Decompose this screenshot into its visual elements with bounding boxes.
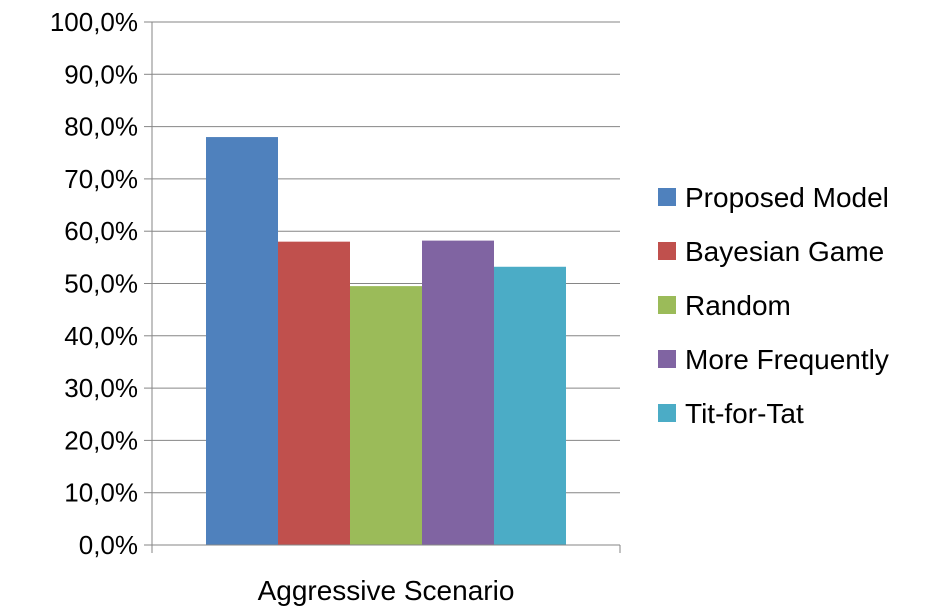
y-tick-label: 70,0% (64, 164, 138, 194)
bar-proposed-model (206, 137, 278, 545)
y-tick-label: 10,0% (64, 478, 138, 508)
y-tick-label: 90,0% (64, 59, 138, 89)
legend-label: Proposed Model (685, 182, 889, 213)
y-tick-label: 50,0% (64, 269, 138, 299)
y-tick-label: 60,0% (64, 216, 138, 246)
bar-random (350, 286, 422, 545)
bars (206, 137, 566, 545)
legend-swatch (658, 188, 676, 206)
y-tick-label: 40,0% (64, 321, 138, 351)
y-tick-label: 30,0% (64, 373, 138, 403)
y-tick-label: 80,0% (64, 112, 138, 142)
legend-label: Tit-for-Tat (685, 398, 804, 429)
legend-label: Random (685, 290, 791, 321)
legend-swatch (658, 296, 676, 314)
bar-more-frequently (422, 240, 494, 545)
category-label: Aggressive Scenario (258, 575, 515, 606)
y-axis: 0,0% 10,0% 20,0% 30,0% 40,0% 50,0% 60,0% 70,0% 8… (50, 7, 153, 560)
y-tick-label: 20,0% (64, 425, 138, 455)
legend-swatch (658, 350, 676, 368)
legend-label: Bayesian Game (685, 236, 884, 267)
legend-label: More Frequently (685, 344, 889, 375)
legend: Proposed Model Bayesian Game Random More Fr… (658, 182, 889, 429)
x-axis: Aggressive Scenario (151, 544, 621, 606)
legend-swatch (658, 242, 676, 260)
bar-bayesian-game (278, 241, 350, 545)
y-tick-label: 100,0% (50, 7, 138, 37)
legend-swatch (658, 404, 676, 422)
bar-tit-for-tat (494, 266, 566, 545)
y-tick-label: 0,0% (79, 530, 138, 560)
